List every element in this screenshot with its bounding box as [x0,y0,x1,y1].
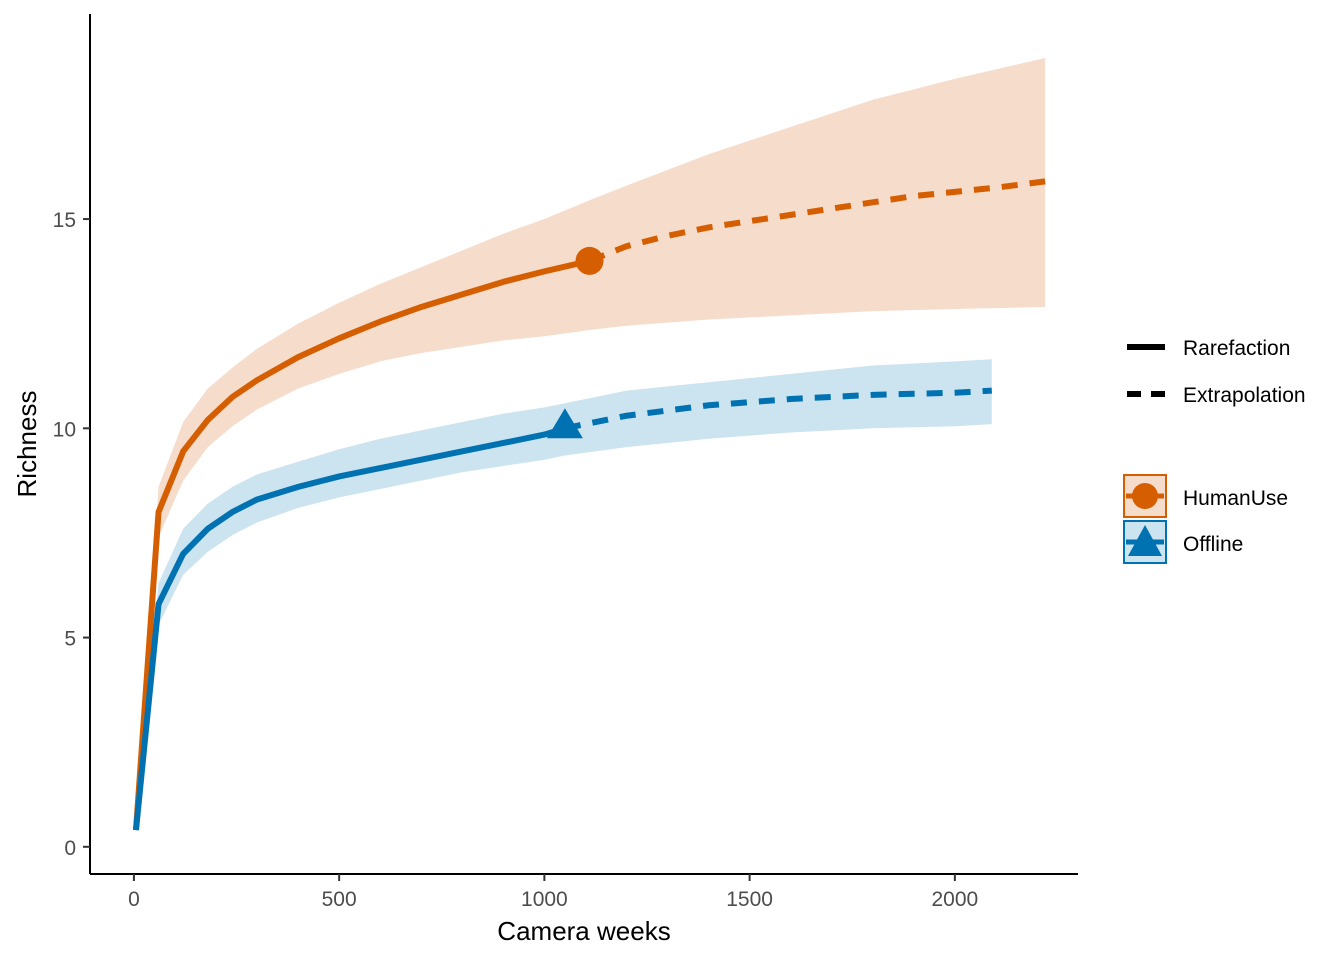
humanuse-extrapolation-line [588,178,1046,264]
legend-offline-triangle-icon [1128,525,1162,556]
y-axis-ticks: 0 5 10 15 [53,209,90,860]
y-tick-label: 0 [64,837,76,860]
offline-observed-point [546,408,583,439]
y-tick-label: 5 [64,628,76,651]
y-axis-title: Richness [12,391,42,498]
x-axis-ticks: 0 500 1000 1500 2000 [128,874,978,911]
series-lines [132,178,1046,831]
x-tick-label: 500 [322,888,357,911]
observed-markers [546,246,604,439]
legend-groups: HumanUse Offline [1123,474,1288,564]
y-tick-label: 15 [53,209,76,232]
humanuse-rarefaction-line [132,257,591,831]
x-tick-label: 2000 [931,888,978,911]
confidence-bands [135,57,1046,835]
legend-offline-label: Offline [1183,533,1243,556]
humanuse-observed-point [575,246,604,275]
legend-humanuse-circle-icon [1132,483,1158,509]
x-axis-title: Camera weeks [497,916,670,946]
x-tick-label: 1500 [726,888,773,911]
offline-extrapolation-line [564,387,992,432]
humanuse-confidence-band [135,57,1046,835]
y-tick-label: 10 [53,418,76,441]
legend-method: Rarefaction Extrapolation [1127,337,1306,407]
offline-rarefaction-line [132,425,566,831]
x-tick-label: 1000 [521,888,568,911]
legend-humanuse-label: HumanUse [1183,487,1288,510]
legend-extrapolation-label: Extrapolation [1183,384,1306,407]
x-tick-label: 0 [128,888,140,911]
offline-confidence-band [135,359,992,835]
axes: 0 500 1000 1500 2000 0 5 10 15 Camera weeks Ric… [12,14,1078,946]
legend-rarefaction-label: Rarefaction [1183,337,1290,360]
legend: Rarefaction Extrapolation HumanUse Offli… [1123,337,1306,564]
